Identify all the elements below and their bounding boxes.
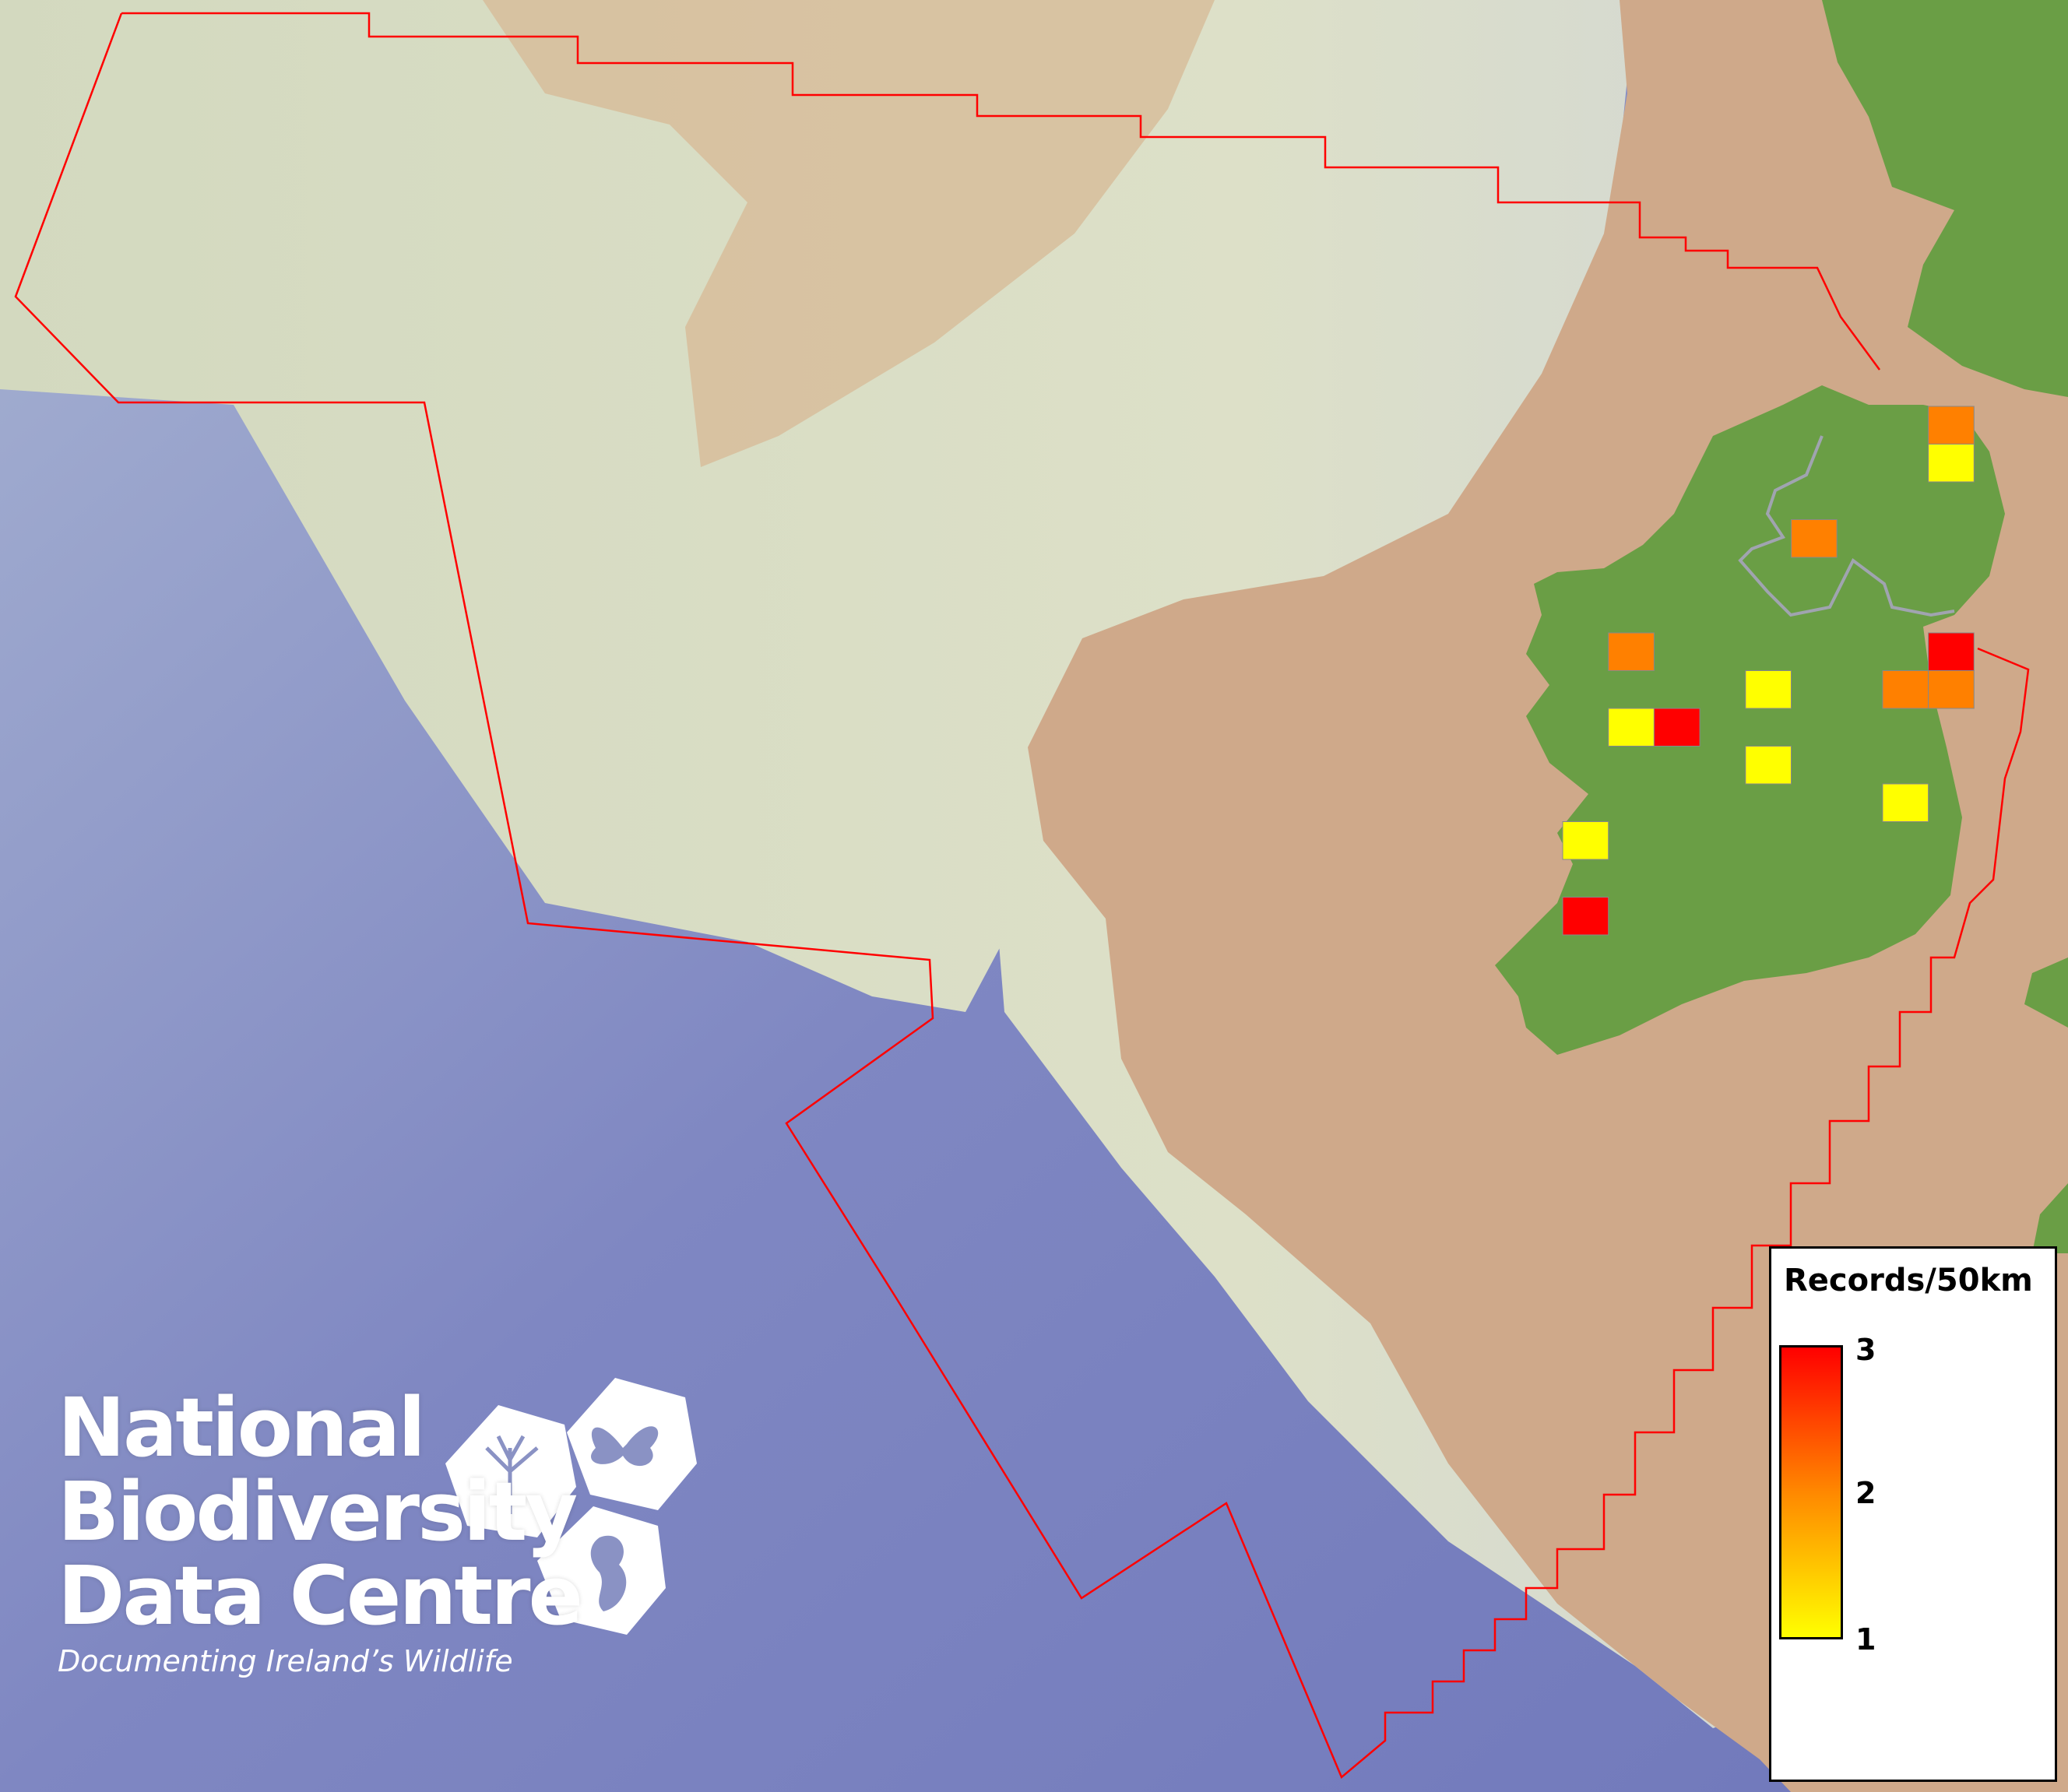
boundary-line-west [14, 12, 2030, 1780]
ndbc-logo: National Biodiversity Data Centre Docume… [58, 1380, 583, 1678]
wales-land [2024, 957, 2068, 1253]
record-squares [1562, 406, 1975, 936]
seahorse-icon [590, 1535, 627, 1611]
legend-color-ramp [1779, 1345, 1843, 1639]
butterfly-icon [591, 1426, 659, 1467]
record-square [1928, 670, 1975, 709]
record-square [1791, 519, 1838, 558]
record-square [1882, 670, 1929, 709]
boundary-line [121, 12, 1881, 371]
ireland-land [1495, 385, 2005, 1055]
record-square [1608, 708, 1655, 747]
logo-line-2: Biodiversity [58, 1464, 578, 1559]
logo-line-1: National [58, 1380, 426, 1475]
scotland-land [1822, 0, 2068, 397]
legend-title: Records/50km [1784, 1263, 2033, 1298]
legend-min-label: 1 [1855, 1622, 1876, 1657]
record-square [1928, 632, 1975, 671]
legend-max-label: 3 [1855, 1333, 1876, 1367]
northern-ireland-border [1738, 435, 1955, 617]
tree-icon [485, 1435, 539, 1514]
legend: Records/50km 3 2 1 [1769, 1246, 2057, 1782]
record-square [1608, 632, 1655, 671]
legend-mid-label: 2 [1855, 1476, 1876, 1510]
record-square [1562, 897, 1609, 936]
logo-line-3: Data Centre [58, 1548, 583, 1643]
record-square [1745, 746, 1792, 785]
record-square [1928, 406, 1975, 444]
record-square [1882, 783, 1929, 822]
logo-emblem [445, 1378, 697, 1635]
record-square [1928, 444, 1975, 483]
record-square [1745, 670, 1792, 709]
record-square [1562, 821, 1609, 860]
logo-tagline: Documenting Ireland’s Wildlife [58, 1644, 513, 1678]
record-square [1653, 708, 1700, 747]
